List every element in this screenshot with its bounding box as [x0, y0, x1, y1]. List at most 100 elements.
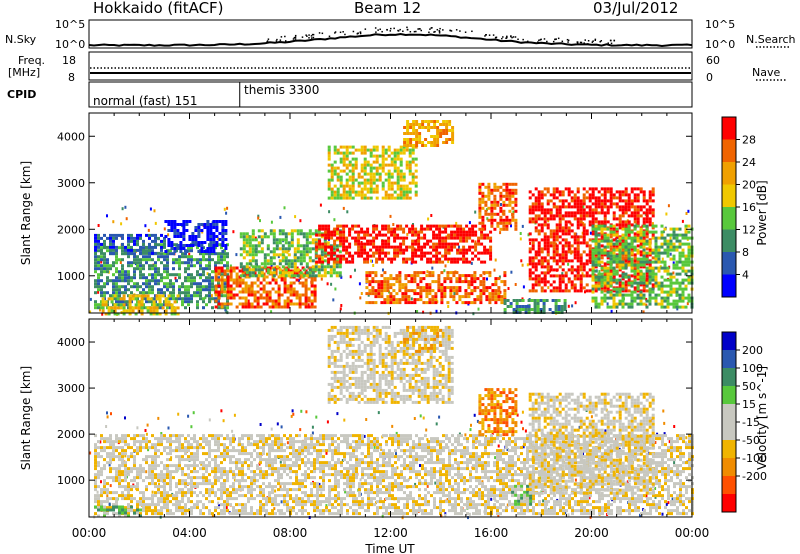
heatmap-cell	[166, 306, 169, 310]
heatmap-cell	[627, 196, 631, 200]
heatmap-cell	[612, 202, 616, 206]
heatmap-cell	[148, 285, 151, 289]
heatmap-cell	[173, 247, 177, 250]
heatmap-cell	[624, 242, 628, 246]
heatmap-cell	[399, 245, 403, 249]
heatmap-cell	[190, 258, 193, 262]
heatmap-cell	[336, 190, 340, 194]
heatmap-cell	[254, 274, 258, 278]
heatmap-cell	[648, 196, 652, 200]
heatmap-cell	[615, 227, 619, 231]
heatmap-cell	[573, 214, 577, 218]
heatmap-cell	[360, 163, 364, 167]
heatmap-cell	[226, 281, 230, 285]
heatmap-cell	[241, 305, 245, 309]
heatmap-cell	[214, 297, 217, 301]
heatmap-cell	[235, 272, 239, 276]
heatmap-cell	[654, 230, 658, 234]
heatmap-cell	[229, 302, 233, 306]
heatmap-cell	[534, 214, 538, 218]
heatmap-cell	[136, 239, 139, 243]
heatmap-cell	[360, 196, 364, 200]
heatmap-cell	[549, 229, 553, 233]
heatmap-cell	[603, 289, 607, 293]
heatmap-cell	[281, 274, 285, 278]
heatmap-cell	[381, 257, 385, 261]
heatmap-cell	[591, 239, 595, 243]
heatmap-cell	[167, 244, 171, 247]
heatmap-cell	[160, 245, 163, 249]
heatmap-cell	[537, 202, 541, 206]
heatmap-noise	[121, 207, 124, 211]
heatmap-noise	[257, 214, 260, 218]
heatmap-cell	[320, 265, 324, 269]
heatmap-cell	[363, 242, 367, 246]
heatmap-cell	[94, 258, 97, 262]
heatmap-cell	[130, 251, 133, 255]
heatmap-cell	[351, 172, 355, 176]
heatmap-cell	[170, 294, 174, 298]
heatmap-cell	[531, 205, 535, 209]
heatmap-cell	[471, 257, 475, 261]
heatmap-cell	[199, 273, 202, 277]
heatmap-cell	[320, 262, 324, 266]
heatmap-cell	[539, 299, 543, 302]
heatmap-cell	[624, 293, 628, 297]
heatmap-cell	[127, 243, 130, 247]
heatmap-cell	[450, 260, 454, 264]
heatmap-cell	[115, 267, 118, 271]
heatmap-cell	[121, 233, 124, 237]
heatmap-cell	[528, 220, 532, 224]
heatmap-cell	[148, 300, 151, 304]
heatmap-cell	[293, 259, 297, 263]
heatmap-cell	[462, 257, 466, 261]
heatmap-cell	[618, 266, 622, 270]
heatmap-cell	[378, 251, 382, 255]
heatmap-noise	[392, 223, 395, 226]
heatmap-cell	[573, 205, 577, 209]
heatmap-cell	[441, 224, 445, 228]
heatmap-cell	[375, 145, 379, 149]
heatmap-cell	[600, 290, 604, 294]
heatmap-cell	[502, 200, 506, 204]
heatmap-cell	[372, 236, 376, 240]
heatmap-cell	[502, 209, 506, 213]
heatmap-cell	[315, 242, 319, 246]
heatmap-cell	[489, 251, 493, 255]
heatmap-cell	[223, 302, 227, 306]
heatmap-noise	[519, 232, 522, 235]
heatmap-cell	[395, 292, 399, 296]
heatmap-cell	[247, 287, 251, 291]
heatmap-cell	[196, 261, 199, 265]
heatmap-cell	[208, 261, 211, 265]
heatmap-cell	[154, 251, 157, 255]
heatmap-cell	[531, 289, 535, 293]
heatmap-cell	[94, 279, 97, 283]
heatmap-cell	[206, 223, 210, 226]
heatmap-cell	[461, 280, 465, 284]
heatmap-cell	[163, 242, 166, 246]
heatmap-cell	[393, 166, 397, 170]
heatmap-cell	[327, 145, 331, 149]
heatmap-cell	[437, 289, 441, 293]
heatmap-cell	[594, 299, 598, 303]
heatmap-cell	[487, 197, 491, 201]
heatmap-cell	[471, 239, 475, 243]
heatmap-cell	[481, 197, 485, 201]
heatmap-cell	[612, 289, 616, 293]
heatmap-cell	[464, 274, 468, 278]
heatmap-cell	[299, 253, 303, 257]
heatmap-cell	[511, 194, 515, 198]
heatmap-cell	[505, 185, 509, 189]
heatmap-cell	[558, 229, 562, 233]
heatmap-cell	[651, 275, 655, 279]
heatmap-noise	[669, 236, 672, 240]
heatmap-cell	[386, 277, 390, 281]
heatmap-cell	[360, 230, 364, 234]
heatmap-cell	[442, 129, 446, 132]
heatmap-cell	[483, 245, 487, 249]
heatmap-cell	[600, 224, 604, 228]
heatmap-cell	[407, 298, 411, 302]
heatmap-cell	[414, 190, 418, 194]
heatmap-cell	[630, 211, 634, 215]
